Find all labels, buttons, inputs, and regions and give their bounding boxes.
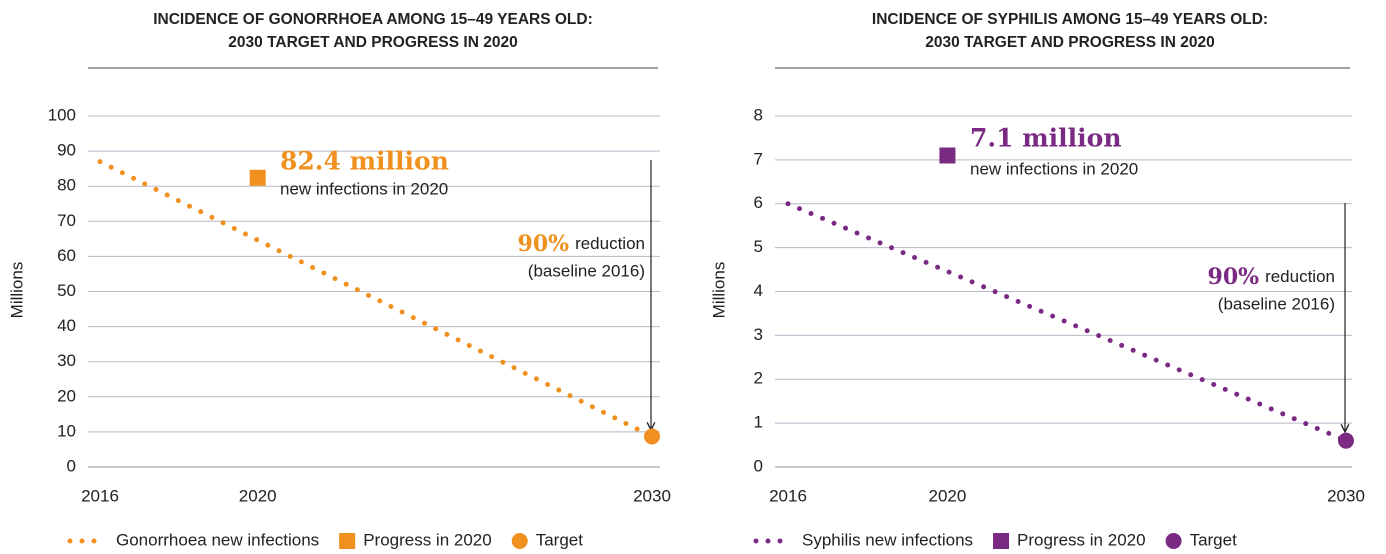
y-tick-label: 90 bbox=[57, 141, 76, 160]
x-tick-label: 2016 bbox=[81, 486, 119, 505]
y-tick-label: 6 bbox=[754, 193, 763, 212]
data-line bbox=[97, 159, 655, 439]
annotation: new infections in 2020 bbox=[280, 179, 448, 198]
x-tick-label: 2030 bbox=[1327, 486, 1365, 505]
legend-swatch bbox=[1165, 533, 1182, 549]
legend-label: Progress in 2020 bbox=[363, 530, 492, 549]
progress-marker bbox=[249, 169, 266, 186]
y-tick-label: 80 bbox=[57, 176, 76, 195]
annotation: (baseline 2016) bbox=[528, 261, 645, 280]
target-marker bbox=[1338, 432, 1354, 449]
value-label: 7.1 million bbox=[970, 124, 1122, 153]
y-tick-label: 100 bbox=[48, 105, 76, 124]
legend-swatch bbox=[511, 533, 528, 549]
data-line bbox=[785, 201, 1349, 444]
y-tick-label: 2 bbox=[754, 369, 763, 388]
progress-marker bbox=[939, 147, 956, 164]
y-tick-label: 10 bbox=[57, 421, 76, 440]
y-tick-label: 50 bbox=[57, 281, 76, 300]
annotation: reduction bbox=[575, 234, 645, 253]
annotation: 90% reduction bbox=[518, 231, 645, 257]
y-tick-label: 7 bbox=[754, 149, 763, 168]
chart-title: 2030 TARGET AND PROGRESS IN 2020 bbox=[925, 34, 1214, 51]
chart-title: INCIDENCE OF GONORRHOEA AMONG 15–49 YEAR… bbox=[153, 11, 593, 28]
x-tick-label: 2020 bbox=[929, 486, 967, 505]
y-tick-label: 20 bbox=[57, 386, 76, 405]
y-tick-label: 4 bbox=[754, 281, 763, 300]
y-tick-label: 0 bbox=[754, 456, 763, 475]
x-tick-label: 2016 bbox=[769, 486, 807, 505]
y-tick-label: 70 bbox=[57, 211, 76, 230]
x-tick-label: 2020 bbox=[239, 486, 277, 505]
legend-label: Target bbox=[536, 530, 584, 549]
annotation: reduction bbox=[1265, 267, 1335, 286]
legend-label: Gonorrhoea new infections bbox=[116, 530, 319, 549]
y-tick-label: 60 bbox=[57, 246, 76, 265]
y-axis-label: Millions bbox=[7, 262, 26, 319]
y-tick-label: 3 bbox=[754, 325, 763, 344]
legend-label: Target bbox=[1190, 530, 1238, 549]
target-marker bbox=[644, 428, 660, 445]
chart-title: 2030 TARGET AND PROGRESS IN 2020 bbox=[228, 34, 517, 51]
y-tick-label: 30 bbox=[57, 351, 76, 370]
x-tick-label: 2030 bbox=[633, 486, 671, 505]
y-tick-label: 5 bbox=[754, 237, 763, 256]
legend-swatch bbox=[339, 533, 356, 549]
legend-label: Syphilis new infections bbox=[802, 530, 973, 549]
legend-label: Progress in 2020 bbox=[1017, 530, 1146, 549]
y-tick-label: 1 bbox=[754, 413, 763, 432]
y-axis-label: Millions bbox=[709, 262, 728, 319]
annotation-pct: 90% bbox=[518, 231, 570, 257]
annotation: (baseline 2016) bbox=[1218, 294, 1335, 313]
annotation: 90% reduction bbox=[1208, 264, 1335, 290]
y-tick-label: 0 bbox=[67, 456, 76, 475]
y-tick-label: 8 bbox=[754, 105, 763, 124]
annotation: new infections in 2020 bbox=[970, 159, 1138, 178]
y-tick-label: 40 bbox=[57, 316, 76, 335]
annotation-pct: 90% bbox=[1208, 264, 1260, 290]
value-label: 82.4 million bbox=[280, 147, 449, 176]
legend-swatch bbox=[993, 533, 1010, 549]
chart-title: INCIDENCE OF SYPHILIS AMONG 15–49 YEARS … bbox=[872, 11, 1268, 28]
